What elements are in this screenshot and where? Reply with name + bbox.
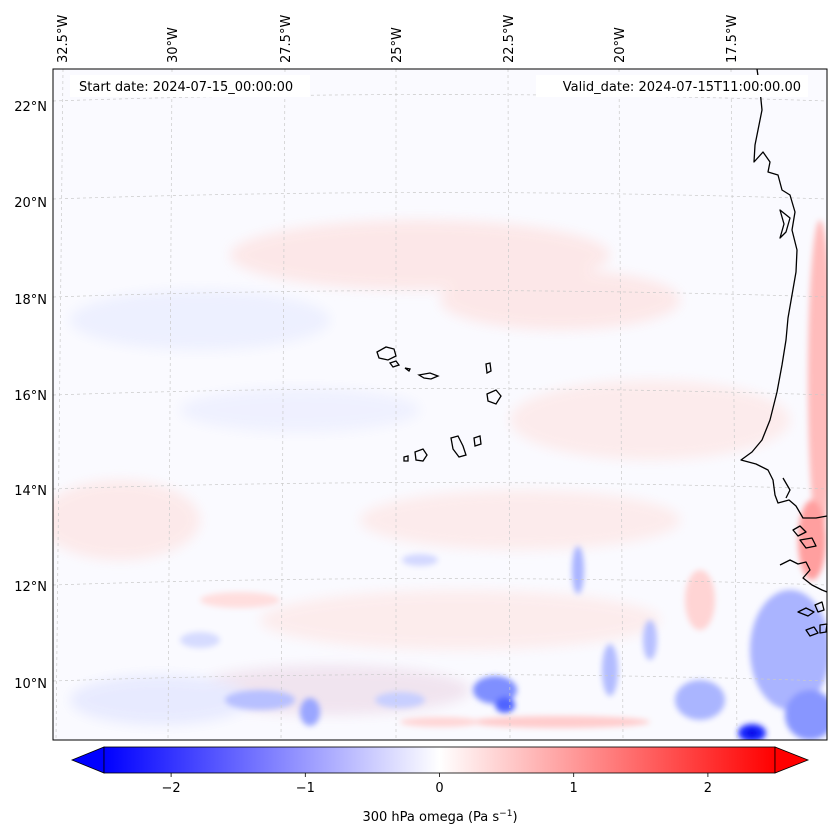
field-streak <box>300 698 320 726</box>
island-santo-antao <box>376 346 397 361</box>
lat-label: 10°N <box>14 677 47 692</box>
lon-label: 20°W <box>613 27 628 63</box>
field-patch <box>510 380 790 460</box>
island-boa-vista <box>486 389 502 405</box>
lon-label: 32.5°W <box>56 15 71 63</box>
lon-label: 27.5°W <box>279 15 294 63</box>
field-patch <box>53 480 200 560</box>
lat-label: 16°N <box>14 389 47 404</box>
colorbar-label-close: ) <box>512 810 517 825</box>
valid-date-box <box>536 75 808 97</box>
colorbar-bar <box>103 746 776 774</box>
colorbar-tick-label: −1 <box>296 781 315 796</box>
graticule <box>53 69 827 740</box>
field-streak <box>798 500 826 580</box>
island-maio <box>473 435 482 447</box>
field-streak <box>225 690 295 710</box>
field-streak <box>470 716 650 728</box>
field-patch <box>70 290 330 350</box>
field-streak <box>400 717 480 727</box>
field-streak <box>675 680 725 720</box>
lat-label: 14°N <box>14 484 47 499</box>
cape-verde-islands <box>376 346 502 462</box>
field-core <box>746 729 758 737</box>
field-patch <box>440 270 680 330</box>
field-streak <box>473 676 517 704</box>
field-patch <box>70 675 250 725</box>
colorbar: −2 −1 0 1 2 300 hPa omega (Pa s−1) <box>70 746 810 825</box>
colorbar-ticks: −2 −1 0 1 2 <box>162 773 712 796</box>
colorbar-tick-label: 0 <box>435 781 443 796</box>
field-streak <box>808 220 827 540</box>
lat-label: 18°N <box>14 293 47 308</box>
island-fogo <box>414 448 428 462</box>
island-sao-nicolau <box>417 372 440 380</box>
field-streak <box>785 690 827 740</box>
field-streak <box>495 697 515 713</box>
colorbar-extend-min <box>70 746 105 774</box>
field-streak <box>375 692 425 708</box>
field-streak <box>643 620 657 660</box>
field-streak <box>180 632 220 648</box>
field-streak <box>200 592 280 608</box>
field-patch <box>260 590 660 650</box>
west-africa-coastline <box>740 68 828 637</box>
start-date-box <box>70 75 310 97</box>
longitude-labels: 32.5°W 30°W 27.5°W 25°W 22.5°W 20°W 17.5… <box>56 15 740 63</box>
coastline-mauritania-senegal <box>740 68 828 519</box>
start-date-label: Start date: 2024-07-15_00:00:00 <box>79 80 293 95</box>
map-panel: Start date: 2024-07-15_00:00:00 Valid_da… <box>52 68 828 741</box>
field-streak <box>685 570 715 630</box>
map-frame <box>52 68 828 741</box>
coastline-gambia-guinea-bissau <box>779 559 828 593</box>
coastline-bijagos <box>797 601 828 637</box>
lon-label: 17.5°W <box>725 15 740 63</box>
field-patch <box>360 490 680 550</box>
lat-label: 20°N <box>14 196 47 211</box>
lon-label: 30°W <box>166 27 181 63</box>
colorbar-tick-label: −2 <box>162 781 181 796</box>
island-sal <box>485 362 492 374</box>
field-streak <box>402 554 438 566</box>
field-streak <box>572 546 584 594</box>
colorbar-label-text: 300 hPa omega (Pa s <box>362 810 499 825</box>
field-streak <box>750 590 827 710</box>
lon-label: 25°W <box>390 27 405 63</box>
latitude-labels: 22°N 20°N 18°N 16°N 14°N 12°N 10°N <box>14 100 47 692</box>
field-patch <box>180 388 420 432</box>
island-santa-luzia <box>404 367 411 372</box>
omega-field <box>53 220 827 740</box>
colorbar-extend-max <box>774 746 810 774</box>
colorbar-label-sup: −1 <box>499 809 512 819</box>
colorbar-tick-label: 2 <box>704 781 712 796</box>
lon-label: 22.5°W <box>502 15 517 63</box>
island-brava <box>403 455 409 462</box>
valid-date-label: Valid_date: 2024-07-15T11:00:00.00 <box>563 80 801 95</box>
field-streak <box>602 644 618 696</box>
coastline-dakar-peninsula <box>779 209 791 239</box>
island-sao-vicente <box>388 360 401 368</box>
colorbar-tick-label: 1 <box>570 781 578 796</box>
island-santiago <box>450 435 467 458</box>
colorbar-label: 300 hPa omega (Pa s−1) <box>362 809 517 825</box>
lat-label: 12°N <box>14 580 47 595</box>
lat-label: 22°N <box>14 100 47 115</box>
coastline-river-mouth <box>782 477 817 549</box>
